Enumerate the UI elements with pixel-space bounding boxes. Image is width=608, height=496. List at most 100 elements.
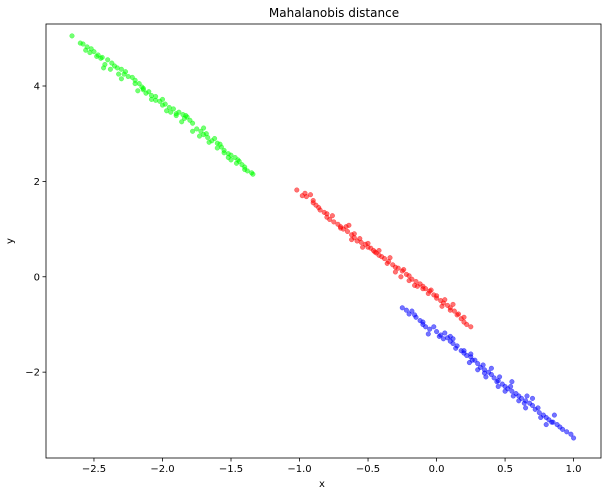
data-point	[508, 383, 514, 390]
data-points	[69, 33, 577, 441]
data-point	[310, 200, 316, 206]
data-point	[524, 393, 530, 399]
data-point	[551, 412, 557, 418]
data-point	[173, 111, 179, 117]
data-point	[480, 362, 486, 368]
data-point	[329, 213, 335, 219]
data-point	[316, 205, 322, 211]
data-point	[91, 49, 97, 55]
data-point	[447, 333, 453, 339]
data-point	[401, 267, 407, 273]
data-point	[140, 87, 146, 93]
data-point	[560, 426, 566, 432]
data-point	[212, 135, 218, 142]
data-point	[469, 357, 475, 363]
data-point	[250, 171, 256, 177]
data-point	[450, 340, 456, 347]
data-point	[538, 414, 544, 421]
data-point	[153, 97, 159, 103]
data-point	[236, 158, 242, 164]
data-point	[535, 405, 541, 411]
data-point	[201, 125, 207, 131]
data-point	[338, 224, 344, 230]
data-point	[384, 260, 390, 266]
data-point	[294, 187, 300, 193]
data-point	[461, 348, 467, 354]
data-point	[453, 345, 459, 351]
data-point	[357, 236, 363, 242]
data-point	[523, 405, 529, 411]
data-point	[461, 314, 467, 320]
data-point	[69, 33, 75, 39]
data-point	[122, 69, 129, 75]
data-point	[488, 371, 494, 378]
data-point	[468, 324, 474, 330]
data-point	[403, 307, 409, 313]
chart-title: Mahalanobis distance	[269, 6, 399, 20]
data-point	[203, 131, 209, 137]
data-point	[409, 308, 415, 314]
data-point	[116, 71, 122, 77]
data-point	[414, 283, 420, 289]
data-point	[190, 128, 196, 134]
data-point	[376, 247, 382, 254]
x-tick-label: 1.0	[566, 464, 582, 475]
data-point	[423, 324, 429, 330]
data-point	[455, 311, 462, 317]
data-point	[475, 361, 481, 367]
data-point	[135, 88, 141, 94]
x-tick-label: 0.0	[429, 464, 445, 475]
data-point	[206, 139, 212, 145]
data-point	[105, 57, 111, 63]
data-point	[497, 374, 503, 380]
data-point	[221, 150, 227, 156]
x-tick-label: −1.5	[219, 464, 243, 475]
data-point	[170, 106, 176, 112]
data-point	[198, 128, 204, 134]
data-point	[439, 303, 445, 309]
data-point	[194, 126, 200, 132]
y-tick-label: 4	[34, 82, 40, 93]
x-tick-label: −2.5	[82, 464, 106, 475]
data-point	[392, 269, 398, 275]
data-point	[464, 321, 470, 328]
data-point	[360, 244, 366, 250]
x-axis-label: x	[319, 479, 325, 490]
data-point	[159, 102, 166, 108]
data-point	[214, 145, 220, 151]
data-point	[125, 73, 131, 80]
data-point	[502, 388, 508, 394]
data-point	[179, 119, 185, 125]
data-point	[148, 96, 155, 102]
data-point	[549, 419, 555, 425]
data-point	[543, 422, 549, 428]
data-point	[331, 219, 337, 225]
data-point	[94, 53, 100, 59]
x-tick-label: 0.5	[497, 464, 513, 475]
data-point	[381, 256, 388, 262]
data-point	[344, 228, 351, 235]
y-tick-label: 0	[34, 272, 40, 283]
data-point	[190, 120, 196, 126]
data-point	[406, 278, 412, 284]
data-point	[516, 398, 522, 404]
data-point	[568, 431, 574, 437]
data-point	[447, 307, 453, 313]
data-point	[183, 113, 189, 119]
data-point	[399, 305, 405, 311]
data-point	[387, 255, 393, 261]
data-point	[491, 375, 497, 381]
data-point	[509, 379, 515, 385]
data-point	[228, 157, 234, 163]
data-point	[564, 429, 570, 435]
data-point	[440, 336, 446, 342]
data-point	[365, 240, 371, 246]
data-point	[571, 435, 577, 441]
data-point	[434, 329, 440, 335]
data-point	[107, 66, 113, 72]
data-point	[118, 76, 124, 82]
data-point	[129, 74, 135, 80]
data-point	[509, 388, 515, 394]
data-point	[428, 287, 434, 293]
data-point	[307, 192, 314, 198]
